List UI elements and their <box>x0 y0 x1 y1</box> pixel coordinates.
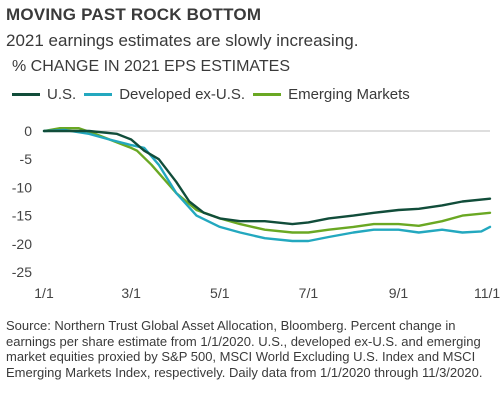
y-axis-label: % CHANGE IN 2021 EPS ESTIMATES <box>12 58 291 75</box>
y-tick-label: -25 <box>12 264 32 280</box>
x-tick-label: 7/1 <box>299 285 319 301</box>
legend-label-emerging: Emerging Markets <box>288 86 410 103</box>
legend: U.S. Developed ex-U.S. Emerging Markets <box>12 86 418 103</box>
source-note: Source: Northern Trust Global Asset Allo… <box>6 318 483 380</box>
legend-label-us: U.S. <box>47 86 77 103</box>
legend-label-developed: Developed ex-U.S. <box>119 86 246 103</box>
y-tick-label: -20 <box>12 236 32 252</box>
y-tick-label: -5 <box>20 151 33 167</box>
legend-item-us: U.S. <box>12 86 76 103</box>
chart-title: MOVING PAST ROCK BOTTOM <box>6 5 262 24</box>
x-tick-label: 5/1 <box>210 285 230 301</box>
line-chart: 0 -5 -10 -15 -20 -251/1 3/1 5/1 7/1 9/1 11/1 <box>12 123 500 301</box>
x-tick-label: 1/1 <box>34 285 54 301</box>
y-tick-label: -10 <box>12 179 32 195</box>
series-line-emerging <box>42 126 492 234</box>
series-line-developed <box>42 128 492 243</box>
legend-swatch-us <box>12 93 40 96</box>
legend-swatch-emerging <box>253 93 282 96</box>
legend-item-developed: Developed ex-U.S. <box>84 86 245 103</box>
y-tick-label: -15 <box>12 208 32 224</box>
series-line-us <box>42 129 492 226</box>
x-tick-label: 11/1 <box>474 285 500 301</box>
chart-subtitle: 2021 earnings estimates are slowly incre… <box>6 31 359 50</box>
legend-swatch-developed <box>84 93 113 96</box>
y-tick-label: 0 <box>24 123 32 139</box>
x-tick-label: 9/1 <box>389 285 409 301</box>
x-tick-label: 3/1 <box>121 285 141 301</box>
legend-item-emerging: Emerging Markets <box>253 86 410 103</box>
